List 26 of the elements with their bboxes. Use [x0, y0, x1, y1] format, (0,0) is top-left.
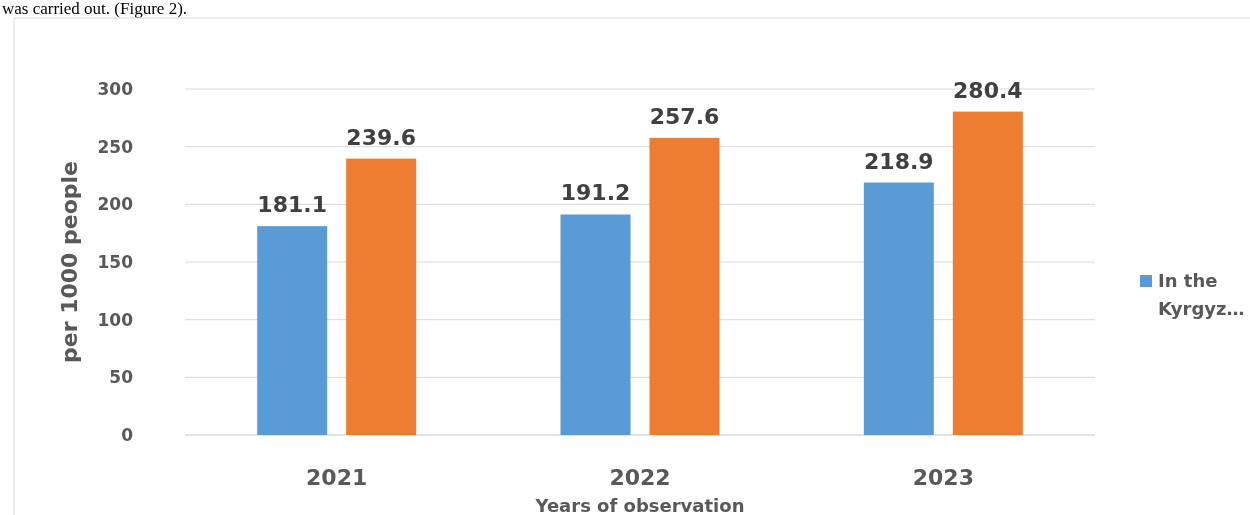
bar: [863, 182, 934, 435]
y-tick-label: 250: [97, 136, 134, 157]
y-tick-label: 100: [97, 309, 134, 330]
data-label: 218.9: [864, 148, 934, 174]
data-label: 239.6: [346, 124, 416, 150]
y-tick-label: 50: [109, 367, 134, 388]
legend-label: In the Kyrgyz…: [1158, 270, 1245, 319]
y-tick-label: 150: [97, 252, 134, 272]
bar: [649, 137, 720, 435]
y-tick-label: 200: [97, 194, 134, 215]
text: was carried out. (Figure 2).: [2, 0, 188, 18]
bar: [346, 158, 417, 435]
y-axis-title: per 1000 people: [57, 160, 82, 364]
x-tick-label: 2021: [306, 465, 368, 490]
bar: [952, 111, 1023, 435]
data-label: 257.6: [649, 103, 720, 129]
data-label: 280.4: [953, 77, 1023, 103]
data-label: 181.1: [257, 192, 327, 218]
x-tick-label: 2023: [912, 465, 974, 490]
x-axis-title: Years of observation: [534, 495, 745, 515]
data-label: 191.2: [560, 180, 631, 206]
bar: [257, 226, 328, 435]
bar: [560, 214, 631, 435]
x-tick-label: 2022: [609, 465, 671, 490]
y-tick-label: 300: [97, 79, 134, 99]
y-tick-label: 0: [121, 425, 134, 445]
